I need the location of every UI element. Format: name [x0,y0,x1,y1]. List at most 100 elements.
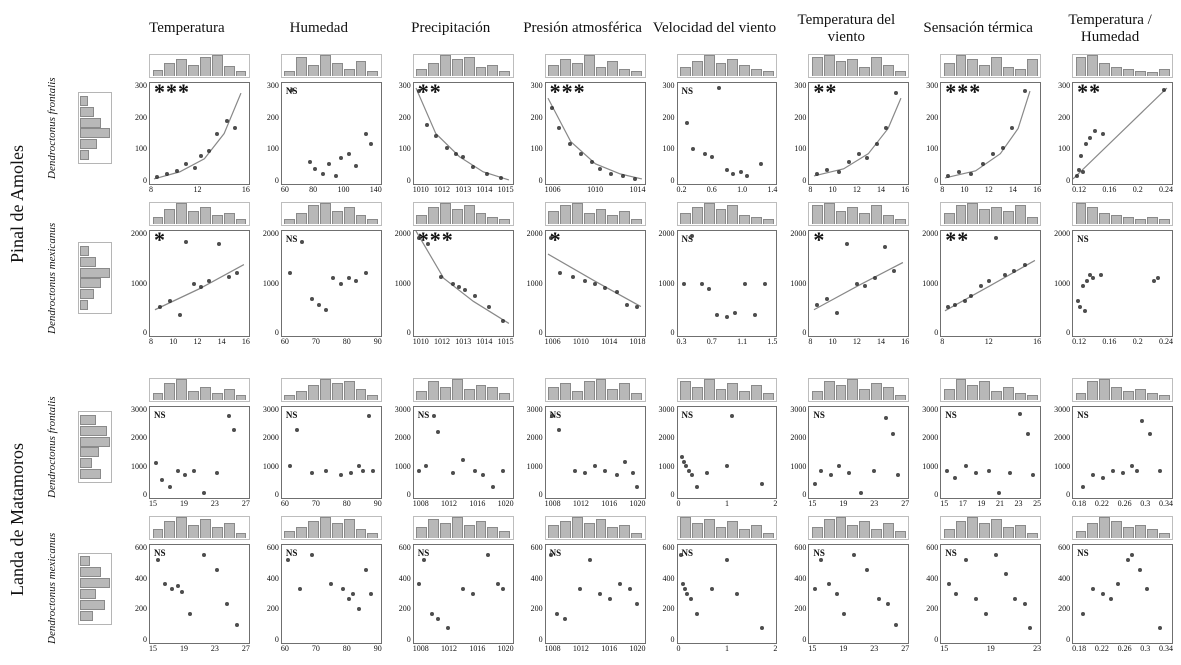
histogram-bar [548,211,559,224]
histogram-bar [152,70,164,76]
data-point [1081,485,1085,490]
histogram-bar [727,521,739,538]
histogram-bar [331,211,343,224]
histogram-bar [680,67,691,76]
histogram-bar [680,517,691,538]
scatter-plot: NS [676,82,778,185]
histogram-bar [188,211,199,224]
histogram-bar [439,387,451,400]
data-point [490,485,495,490]
y-tick-label: 0 [1066,175,1071,185]
data-point [287,464,292,469]
histogram-bar [319,203,331,224]
y-tick-label: 0 [934,328,939,337]
data-point [1090,587,1095,592]
significance-label: ** [813,82,838,104]
data-point [1000,145,1005,150]
data-point [558,271,563,275]
significance-label: NS [681,86,694,96]
histogram-bar [595,519,607,538]
data-point [732,310,737,315]
data-point [734,592,739,596]
data-point [871,468,876,473]
histogram-bar [583,213,595,224]
x-tick-label: 8 [940,185,945,194]
data-point [886,601,891,606]
y-tick-label: 0 [406,634,411,644]
data-point [1031,473,1036,478]
x-tick-label: 12 [984,337,993,346]
histogram-bar [223,213,235,224]
data-point [682,459,687,464]
histogram-bar [164,521,176,538]
data-point [973,470,978,475]
significance-label: * [154,230,166,252]
y-tick-label: 400 [398,573,411,583]
x-tick-label: 12 [852,337,861,346]
data-point [1158,626,1163,631]
data-point [695,611,700,616]
histogram-bar [763,393,774,400]
x-tick-label: 1006 [544,185,561,194]
significance-label: *** [417,230,454,252]
data-point [451,470,456,475]
data-point [685,592,690,596]
data-point [578,587,583,592]
data-point [1028,626,1033,631]
x-tick-label: 1014 [476,337,493,346]
data-point [990,151,995,156]
x-tick-label: 17 [958,499,967,508]
y-tick-label: 100 [266,144,279,154]
data-point [425,241,430,246]
significance-label: NS [154,410,166,420]
x-tick-label: 16 [241,185,250,194]
y-tick-label: 2000 [394,229,411,238]
scatter-plot: ** [412,82,514,185]
data-point [681,582,686,587]
data-point [968,171,973,176]
x-axis-ticks: 15 17 19 21 23 25 [940,499,1041,512]
x-tick-label: 8 [808,337,813,346]
scatter-plot: NS [412,406,514,499]
species-label: Dendroctonus frontalis [46,396,58,498]
top-marginal-histogram [676,202,778,226]
y-tick-label: 100 [1058,144,1071,154]
left-marginal-histogram [78,411,112,483]
histogram-bar [223,389,235,400]
y-tick-label: 3000 [790,405,807,414]
y-tick-label: 300 [794,81,807,90]
trend-curve [547,253,641,308]
x-tick-label: 2 [773,644,778,653]
data-point [685,121,690,126]
x-tick-label: 1020 [629,499,646,508]
x-tick-label: 23 [870,499,879,508]
data-point [461,587,466,592]
significance-label: ** [417,82,442,104]
data-point [193,165,198,170]
histogram-bar [559,205,571,224]
x-tick-label: 80 [342,499,351,508]
scatter-plot: *** [412,230,514,337]
histogram-bar [439,55,451,76]
histogram-bar [571,517,583,538]
histogram-bar [211,393,223,400]
trend-curve [154,264,245,311]
y-tick-label: 2000 [1054,229,1071,238]
histogram-bar [739,65,751,76]
histogram-bar [871,383,883,400]
x-tick-label: 15 [808,644,817,653]
histogram-bar [823,203,835,224]
data-point [632,176,637,181]
y-axis-ticks: 3000 2000 1000 0 [256,406,281,499]
y-tick-label: 400 [530,573,543,583]
scatter-plot: ** [808,82,910,185]
histogram-bar [571,63,583,76]
x-tick-label: 1016 [469,644,486,653]
data-point [695,485,700,490]
panel-precipitaci-n: 600 400 200 0 NS 1008 1012 1016 1020 [388,516,514,661]
panel-precipitaci-n: 2000 1000 0 *** 1010 1012 1013 1014 1015 [388,202,514,354]
y-axis-ticks: 600 400 200 0 [783,544,808,644]
data-point [192,468,197,473]
data-point [177,313,182,317]
data-point [1008,470,1013,475]
